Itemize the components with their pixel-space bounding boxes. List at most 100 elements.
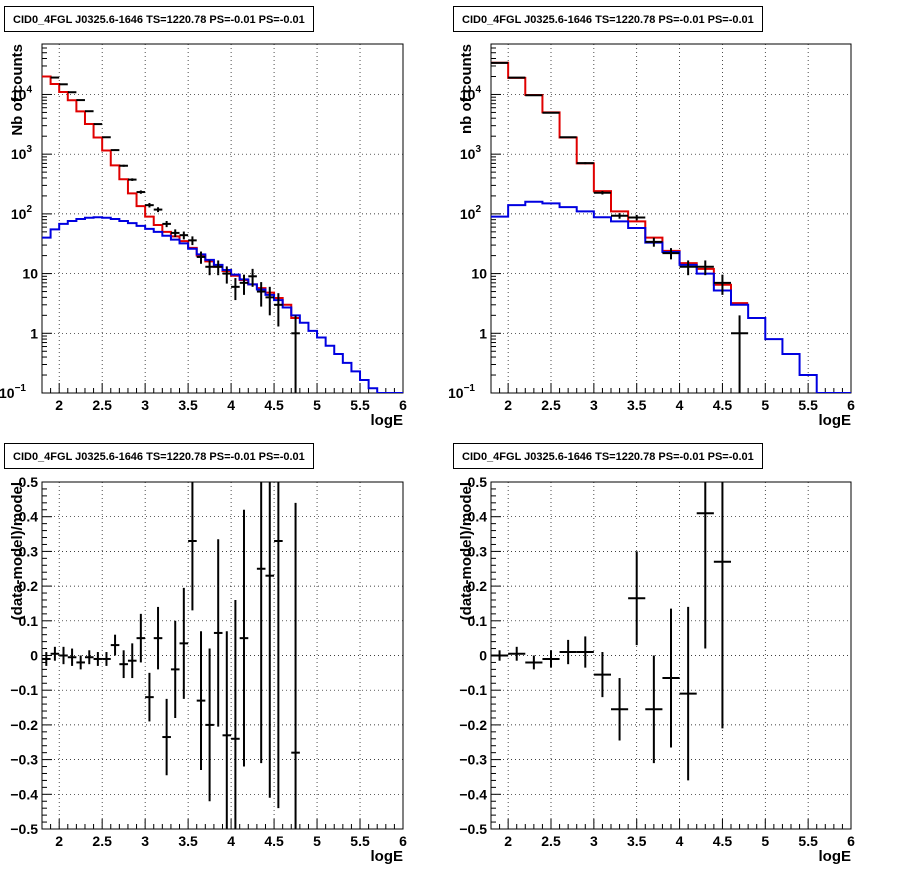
axis-ticks bbox=[41, 481, 404, 830]
data-point bbox=[628, 551, 646, 646]
data-point bbox=[213, 539, 223, 727]
data-point bbox=[679, 606, 697, 781]
data-point bbox=[59, 646, 68, 665]
x-tick-label: 3.5 bbox=[178, 833, 198, 849]
data-point bbox=[179, 587, 189, 699]
grid bbox=[42, 44, 404, 394]
x-tick-label: 4 bbox=[227, 833, 235, 849]
data-point bbox=[188, 482, 197, 611]
plot-area bbox=[42, 75, 403, 393]
y-tick-label: 0.4 bbox=[468, 509, 488, 525]
x-tick-label: 5 bbox=[761, 833, 769, 849]
data-point bbox=[713, 274, 731, 295]
chart-title: CID0_4FGL J0325.6-1646 TS=1220.78 PS=-0.… bbox=[453, 6, 763, 32]
data-point bbox=[525, 94, 543, 97]
x-tick-label: 2 bbox=[504, 833, 512, 849]
x-tick-label: 5.5 bbox=[350, 833, 370, 849]
data-point bbox=[153, 606, 163, 670]
x-tick-label: 2 bbox=[55, 397, 63, 413]
y-tick-label: 103 bbox=[11, 144, 33, 162]
x-tick-label: 3.5 bbox=[627, 397, 647, 413]
y-tick-label: −0.5 bbox=[10, 821, 38, 837]
data-point bbox=[559, 136, 577, 139]
x-tick-label: 5.5 bbox=[798, 397, 818, 413]
chart-title: CID0_4FGL J0325.6-1646 TS=1220.78 PS=-0.… bbox=[453, 443, 763, 469]
y-axis-label: (data-model)/model bbox=[458, 482, 475, 620]
plot-area bbox=[491, 482, 731, 781]
data-point bbox=[525, 655, 543, 670]
data-point bbox=[102, 652, 111, 666]
x-axis-label: logE bbox=[371, 848, 404, 865]
data-point bbox=[256, 482, 266, 764]
model-background-line bbox=[491, 200, 851, 393]
data-point bbox=[593, 191, 611, 195]
data-point bbox=[222, 266, 232, 284]
data-point bbox=[170, 620, 180, 718]
data-point bbox=[696, 482, 714, 649]
plot-area bbox=[42, 482, 300, 829]
data-point bbox=[542, 111, 560, 114]
x-axis-label: logE bbox=[819, 412, 852, 429]
data-point bbox=[42, 652, 51, 666]
chart-bottom-right: 2 2.5 3 3.5 4 4.5 5 5.5 6 −0.5 −0.4 −0.3 −0.2 −0.1 0 0.… bbox=[458, 474, 855, 865]
y-tick-label: 0.5 bbox=[468, 474, 488, 490]
data-point bbox=[179, 231, 189, 240]
x-tick-label: 6 bbox=[847, 833, 855, 849]
data-point bbox=[239, 509, 249, 767]
x-tick-label: 3.5 bbox=[627, 833, 647, 849]
data-point bbox=[196, 251, 206, 264]
y-tick-label: −0.1 bbox=[10, 682, 38, 698]
y-tick-label: −0.2 bbox=[10, 717, 38, 733]
data-point bbox=[645, 655, 663, 764]
y-tick-label: 102 bbox=[11, 204, 33, 222]
chart-title: CID0_4FGL J0325.6-1646 TS=1220.78 PS=-0.… bbox=[4, 6, 314, 32]
grid bbox=[491, 44, 852, 394]
x-tick-label: 6 bbox=[847, 397, 855, 413]
data-point bbox=[76, 99, 85, 102]
y-tick-label: 0.2 bbox=[468, 578, 488, 594]
data-points bbox=[50, 76, 300, 393]
data-point bbox=[127, 178, 137, 181]
x-tick-label: 5.5 bbox=[798, 833, 818, 849]
data-point bbox=[713, 482, 731, 729]
data-point bbox=[67, 648, 77, 666]
grid bbox=[42, 481, 404, 830]
y-tick-label: 104 bbox=[460, 84, 482, 102]
y-tick-label: 0.4 bbox=[19, 509, 39, 525]
data-point bbox=[162, 698, 171, 776]
data-point bbox=[93, 123, 103, 126]
panel-top-left: 2 2.5 3 3.5 4 4.5 5 5.5 6 10−1 1 10 102 103 104 logE Nb … bbox=[0, 0, 449, 437]
x-tick-label: 5 bbox=[313, 833, 321, 849]
data-points bbox=[42, 482, 300, 829]
data-point bbox=[50, 646, 60, 661]
x-tick-label: 4.5 bbox=[264, 397, 284, 413]
y-tick-label: 0.1 bbox=[19, 613, 39, 629]
data-point bbox=[231, 599, 240, 829]
y-tick-label: 0 bbox=[30, 648, 38, 664]
chart-top-left: 2 2.5 3 3.5 4 4.5 5 5.5 6 10−1 1 10 102 103 104 logE Nb … bbox=[0, 43, 407, 429]
x-tick-label: 2.5 bbox=[92, 397, 112, 413]
x-axis-label: logE bbox=[819, 848, 852, 865]
data-point bbox=[205, 260, 214, 276]
x-tick-label: 2.5 bbox=[541, 833, 561, 849]
data-point bbox=[231, 278, 240, 301]
chart-title: CID0_4FGL J0325.6-1646 TS=1220.78 PS=-0.… bbox=[4, 443, 314, 469]
data-point bbox=[102, 136, 111, 139]
data-point bbox=[559, 639, 577, 665]
x-tick-label: 3 bbox=[141, 833, 149, 849]
y-tick-label: −0.1 bbox=[459, 682, 487, 698]
panel-bottom-right: 2 2.5 3 3.5 4 4.5 5 5.5 6 −0.5 −0.4 −0.3 −0.2 −0.1 0 0.… bbox=[449, 437, 898, 874]
data-point bbox=[136, 190, 146, 194]
data-point bbox=[110, 634, 120, 656]
x-tick-label: 6 bbox=[399, 397, 407, 413]
y-axis-label: (data-model)/model bbox=[9, 482, 26, 620]
data-point bbox=[274, 482, 283, 809]
y-axis-label: nb of counts bbox=[458, 44, 475, 134]
data-point bbox=[611, 213, 629, 219]
data-point bbox=[696, 260, 714, 276]
y-tick-label: 1 bbox=[479, 325, 487, 341]
x-tick-label: 5 bbox=[313, 397, 321, 413]
data-point bbox=[491, 650, 509, 661]
data-point bbox=[145, 672, 154, 722]
x-tick-label: 4 bbox=[227, 397, 235, 413]
